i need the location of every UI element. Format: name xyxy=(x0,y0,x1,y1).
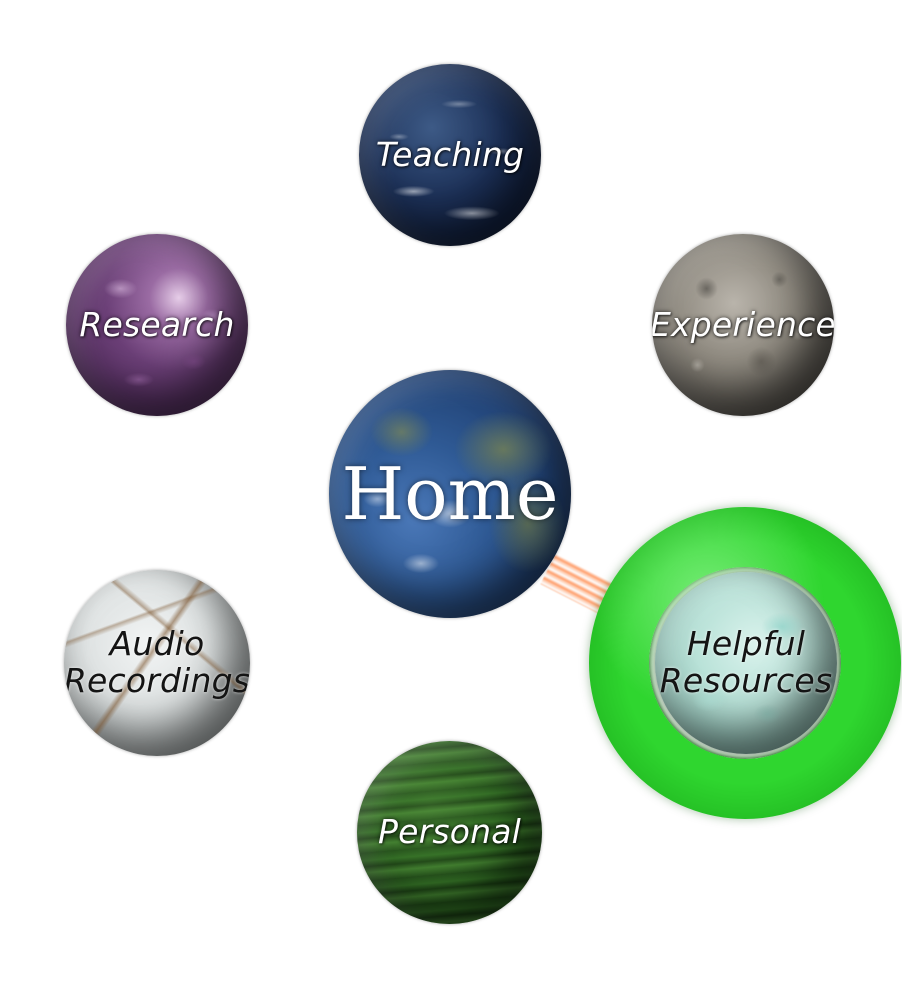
planet-texture xyxy=(357,741,542,924)
personal-planet-link[interactable]: Personal xyxy=(357,741,542,924)
teaching-label: Teaching xyxy=(375,134,525,174)
planet-texture xyxy=(329,370,571,618)
home-planet-link[interactable]: Home xyxy=(329,370,571,618)
teaching-planet-link[interactable]: Teaching xyxy=(359,64,541,246)
helpful-label-line2: Resources xyxy=(659,661,833,700)
research-label: Research xyxy=(79,304,235,344)
audio-label-line1: Audio xyxy=(109,624,205,664)
personal-label: Personal xyxy=(377,812,522,852)
planet-texture xyxy=(64,570,250,756)
planet-texture xyxy=(66,234,248,416)
helpful-resources-planet-link[interactable]: Helpful Resources xyxy=(655,572,837,754)
audio-recordings-label: Audio Recordings xyxy=(64,624,250,700)
experience-label: Experience xyxy=(652,304,834,344)
planet-texture xyxy=(359,64,541,246)
research-planet-link[interactable]: Research xyxy=(66,234,248,416)
experience-planet-link[interactable]: Experience xyxy=(652,234,834,416)
planet-texture xyxy=(652,234,834,416)
planet-texture xyxy=(655,572,837,754)
home-label: Home xyxy=(341,451,559,536)
helpful-label-line1: Helpful xyxy=(686,624,806,664)
audio-recordings-planet-link[interactable]: Audio Recordings xyxy=(64,570,250,756)
audio-label-line2: Recordings xyxy=(64,661,250,700)
helpful-resources-label: Helpful Resources xyxy=(659,624,833,700)
